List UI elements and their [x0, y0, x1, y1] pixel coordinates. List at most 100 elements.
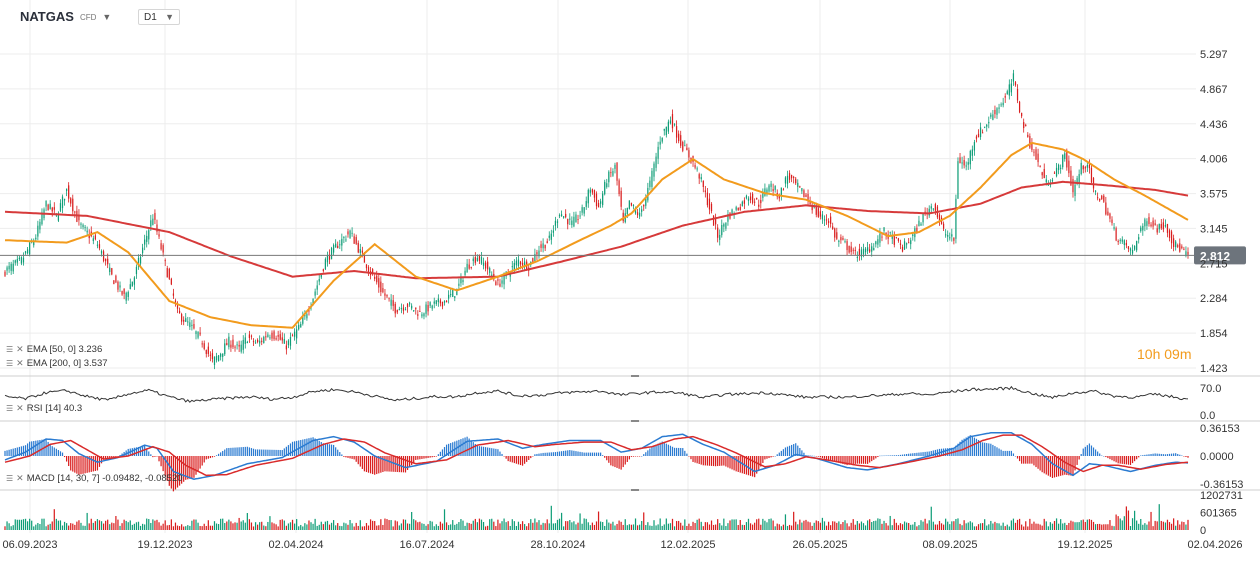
macd-histogram-bar — [382, 456, 384, 473]
candle-body — [1107, 211, 1109, 216]
volume-bar — [684, 519, 686, 530]
volume-bar — [1175, 525, 1177, 530]
macd-histogram-bar — [96, 456, 99, 471]
macd-histogram-bar — [65, 456, 68, 462]
volume-bar — [111, 522, 113, 530]
settings-icon[interactable]: ☰ — [6, 404, 14, 413]
volume-bar — [113, 523, 115, 530]
symbol-header[interactable]: NATGAS CFD ▼ — [20, 9, 111, 24]
close-icon[interactable]: ✕ — [16, 473, 24, 483]
volume-bar — [300, 524, 302, 530]
macd-histogram-bar — [178, 456, 181, 486]
candle-body — [139, 256, 142, 264]
macd-histogram-bar — [429, 456, 431, 458]
close-icon[interactable]: ✕ — [16, 344, 24, 354]
volume-bar — [725, 526, 727, 530]
volume-bar — [698, 518, 700, 530]
candle-body — [901, 246, 904, 252]
macd-histogram-bar — [875, 456, 877, 459]
macd-histogram-bar — [647, 450, 649, 456]
macd-histogram-bar — [988, 443, 990, 456]
macd-histogram-bar — [1175, 453, 1177, 456]
macd-histogram-bar — [758, 456, 760, 471]
symbol-name[interactable]: NATGAS — [20, 9, 74, 24]
drag-handle[interactable] — [631, 375, 639, 377]
settings-icon[interactable]: ☰ — [6, 345, 14, 354]
candle-body — [238, 344, 240, 347]
macd-histogram-bar — [211, 456, 214, 458]
candle-body — [928, 208, 930, 216]
volume-bar — [626, 525, 628, 530]
volume-bar — [1086, 519, 1088, 530]
volume-bar — [1173, 518, 1175, 530]
candle-body — [1140, 227, 1142, 232]
volume-bar — [193, 519, 195, 530]
macd-histogram-bar — [228, 447, 230, 456]
volume-bar — [727, 523, 729, 530]
candle-body — [971, 149, 973, 156]
candle-body — [226, 343, 228, 346]
drag-handle[interactable] — [631, 489, 639, 491]
macd-histogram-bar — [749, 456, 752, 476]
rsi-label: RSI [14] 40.3 — [26, 403, 83, 414]
volume-bar — [790, 525, 793, 530]
settings-icon[interactable]: ☰ — [6, 359, 14, 368]
volume-bar — [388, 520, 390, 530]
candle-body — [532, 258, 534, 262]
candle-body — [78, 214, 80, 221]
macd-histogram-bar — [263, 449, 265, 456]
macd-histogram-bar — [881, 455, 883, 457]
macd-histogram-bar — [170, 456, 172, 489]
candle-body — [869, 249, 871, 252]
volume-bar — [776, 523, 778, 530]
candle-body — [378, 278, 380, 288]
macd-histogram-bar — [349, 456, 351, 459]
macd-histogram-bar — [589, 452, 591, 456]
volume-bar — [610, 523, 612, 530]
volume-bar — [285, 525, 287, 530]
settings-icon[interactable]: ☰ — [6, 474, 14, 483]
close-icon[interactable]: ✕ — [16, 403, 24, 413]
volume-bar — [1121, 520, 1123, 530]
macd-histogram-bar — [1185, 456, 1187, 457]
macd-histogram-bar — [690, 456, 692, 460]
macd-histogram-bar — [1173, 453, 1175, 456]
macd-histogram-bar — [1170, 453, 1173, 456]
candle-body — [725, 222, 727, 229]
macd-histogram-bar — [1082, 448, 1084, 456]
volume-bar — [39, 524, 41, 530]
volume-bar — [786, 525, 789, 530]
volume-bar — [400, 523, 403, 530]
drag-handle[interactable] — [631, 420, 639, 422]
candle-body — [8, 265, 10, 270]
chevron-down-icon[interactable]: ▼ — [165, 12, 174, 22]
macd-histogram-bar — [515, 456, 518, 464]
panel-separators[interactable] — [0, 375, 1260, 491]
macd-histogram-bar — [735, 456, 737, 472]
volume-bar — [1055, 518, 1058, 530]
candle-body — [382, 288, 384, 293]
timeframe-select[interactable]: D1 ▼ — [138, 9, 180, 25]
volume-bar — [871, 522, 873, 530]
macd-histogram-bar — [423, 456, 425, 459]
macd-histogram-bar — [975, 438, 978, 456]
macd-histogram-bar — [1152, 453, 1154, 456]
candle-body — [655, 156, 657, 168]
volume-bar — [335, 525, 337, 530]
macd-histogram-bar — [183, 456, 185, 482]
close-icon[interactable]: ✕ — [16, 358, 24, 368]
chevron-down-icon[interactable]: ▼ — [102, 11, 112, 22]
volume-bar — [421, 523, 423, 530]
macd-histogram-bar — [1146, 454, 1148, 456]
macd-histogram-bar — [739, 456, 741, 473]
volume-bar — [10, 526, 12, 530]
volume-bar — [499, 523, 501, 530]
volume-bar — [20, 519, 23, 530]
candle-body — [992, 114, 994, 120]
volume-bar — [542, 522, 544, 530]
volume-bar — [1084, 522, 1086, 530]
volume-bar — [526, 526, 528, 530]
volume-bar — [801, 522, 803, 530]
